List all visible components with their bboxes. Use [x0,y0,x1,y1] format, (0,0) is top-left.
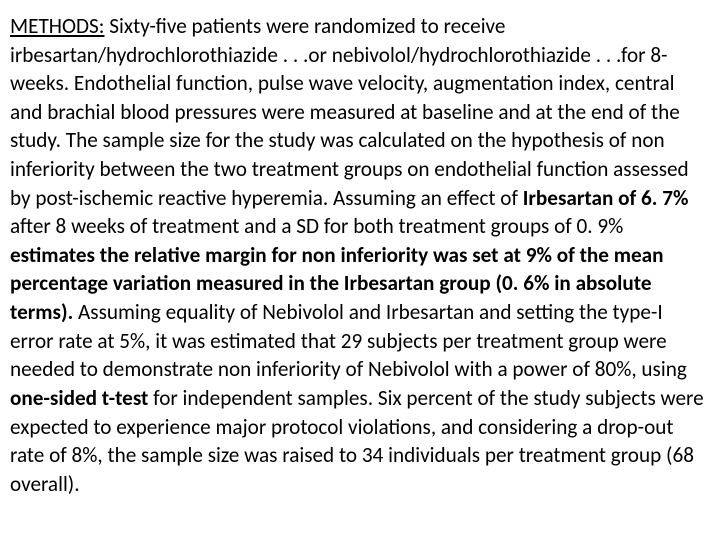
text-run-3: Assuming equality of Nebivolol and Irbes… [10,299,687,382]
methods-heading: METHODS: [10,13,104,39]
bold-run-3: one-sided t-test [10,385,148,411]
methods-paragraph: METHODS: Sixty-five patients were random… [10,12,710,498]
text-run-2: after 8 weeks of treatment and a SD for … [10,213,623,239]
bold-run-1: Irbesartan of 6. 7% [523,185,689,211]
text-run-1: Sixty-five patients were randomized to r… [10,13,689,211]
